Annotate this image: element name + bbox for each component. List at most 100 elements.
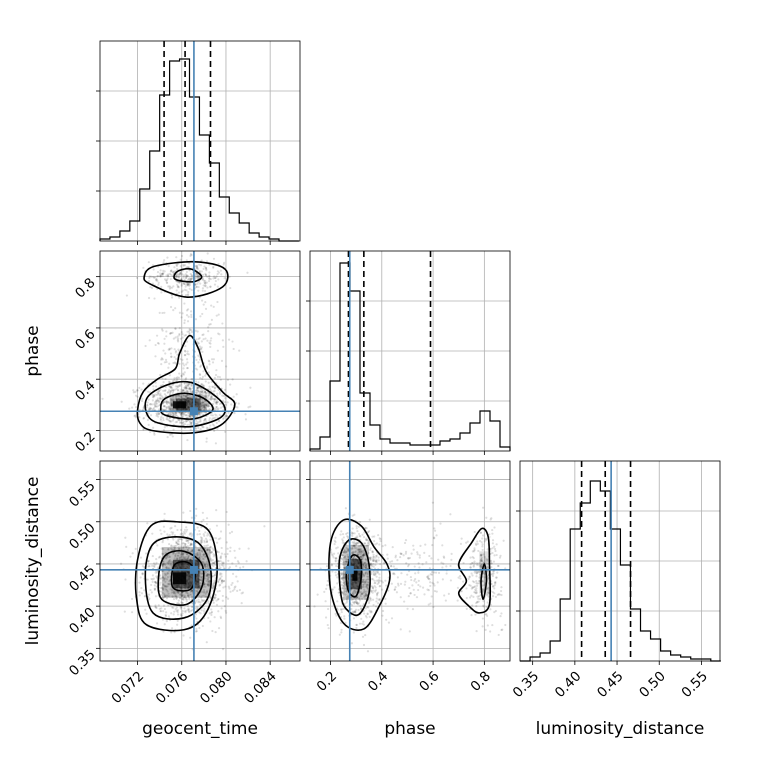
sample-point: [176, 551, 179, 555]
y-axis-label-luminosity_distance: luminosity_distance: [23, 477, 43, 646]
sample-point: [363, 594, 366, 597]
sample-point: [197, 280, 200, 283]
sample-point: [474, 591, 477, 594]
sample-point: [217, 610, 220, 613]
sample-point: [204, 418, 207, 421]
sample-point: [204, 417, 207, 421]
sample-point: [183, 282, 186, 285]
sample-point: [185, 555, 188, 559]
sample-point: [374, 572, 377, 575]
sample-point: [169, 564, 172, 567]
sample-point: [199, 539, 202, 542]
sample-point: [363, 542, 366, 545]
sample-point: [179, 545, 182, 548]
sample-point: [372, 565, 375, 568]
sample-point: [141, 565, 144, 568]
sample-point: [169, 588, 172, 591]
sample-point: [151, 395, 155, 398]
sample-point: [485, 537, 488, 540]
sample-point: [170, 420, 173, 423]
sample-point: [371, 550, 374, 554]
sample-point: [480, 560, 483, 563]
sample-point: [390, 560, 394, 563]
sample-point: [210, 318, 213, 321]
sample-point: [176, 554, 180, 558]
sample-point: [153, 403, 156, 406]
sample-point: [377, 556, 380, 559]
sample-point: [484, 561, 487, 564]
sample-point: [189, 542, 193, 546]
sample-point: [203, 545, 206, 548]
sample-point: [342, 573, 346, 576]
sample-point: [204, 374, 207, 377]
sample-point: [482, 572, 485, 575]
sample-point: [198, 626, 201, 630]
sample-point: [187, 555, 190, 559]
sample-point: [202, 303, 205, 306]
sample-point: [450, 552, 453, 555]
sample-point: [210, 610, 214, 614]
sample-point: [202, 384, 206, 387]
sample-point: [184, 557, 187, 560]
sample-point: [188, 387, 191, 390]
sample-point: [191, 605, 194, 608]
sample-point: [165, 401, 168, 404]
sample-point: [357, 548, 360, 551]
sample-point: [331, 570, 334, 573]
sample-point: [218, 578, 221, 582]
x-axis-label-geocent_time: geocent_time: [142, 719, 258, 739]
sample-point: [159, 388, 162, 391]
sample-point: [184, 387, 187, 390]
sample-point: [182, 263, 185, 266]
sample-point: [180, 614, 183, 617]
sample-point: [200, 598, 203, 602]
sample-point: [181, 542, 184, 545]
sample-point: [215, 509, 218, 512]
sample-point: [489, 559, 493, 562]
sample-point: [341, 533, 345, 536]
sample-point: [163, 595, 166, 598]
sample-point: [206, 564, 209, 567]
sample-point: [190, 422, 193, 425]
sample-point: [502, 539, 505, 542]
sample-point: [362, 536, 366, 539]
sample-point: [205, 517, 209, 520]
sample-point: [195, 338, 198, 341]
sample-point: [172, 597, 176, 601]
sample-point: [372, 603, 375, 607]
sample-point: [187, 415, 190, 418]
sample-point: [199, 612, 202, 615]
sample-point: [134, 406, 138, 409]
sample-point: [167, 595, 170, 598]
sample-point: [214, 416, 217, 419]
sample-point: [225, 403, 228, 406]
sample-point: [169, 401, 172, 404]
sample-point: [181, 555, 184, 558]
sample-point: [184, 384, 187, 387]
sample-point: [196, 277, 199, 280]
sample-point: [363, 590, 366, 593]
sample-point: [203, 599, 206, 602]
sample-point: [201, 561, 204, 564]
sample-point: [154, 405, 157, 408]
sample-point: [214, 442, 218, 445]
sample-point: [161, 596, 164, 599]
sample-point: [173, 546, 176, 550]
sample-point: [316, 593, 319, 596]
sample-point: [101, 397, 104, 400]
sample-point: [195, 272, 198, 275]
sample-point: [351, 547, 354, 550]
sample-point: [200, 411, 203, 415]
sample-point: [344, 593, 347, 596]
sample-point: [362, 549, 365, 552]
sample-point: [208, 277, 211, 280]
panel-frame: [99, 460, 301, 662]
sample-point: [493, 526, 496, 529]
sample-point: [340, 530, 343, 533]
sample-point: [362, 620, 365, 623]
sample-point: [429, 581, 432, 584]
sample-point: [207, 405, 210, 408]
sample-point: [185, 363, 188, 366]
sample-point: [366, 581, 369, 584]
sample-point: [183, 354, 187, 357]
